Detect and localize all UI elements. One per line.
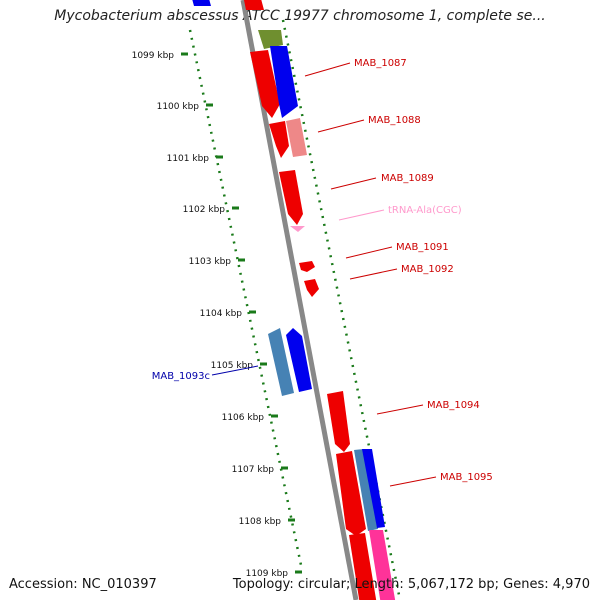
gene-group-1088[interactable] — [269, 118, 307, 158]
gene-red-1095[interactable] — [336, 451, 366, 536]
gene-label[interactable]: MAB_1095 — [440, 472, 493, 483]
gene-red-top[interactable] — [243, 0, 264, 10]
ruler-label: 1102 kbp — [183, 205, 226, 215]
gene-steelblue-1093c[interactable] — [268, 328, 294, 396]
gene-red-1094[interactable] — [327, 391, 350, 452]
ruler-label: 1099 kbp — [132, 51, 175, 61]
gene-red-bottom[interactable] — [349, 533, 377, 600]
accession-info: Accession: NC_010397 — [9, 577, 157, 592]
gene-label[interactable]: MAB_1087 — [354, 58, 407, 69]
ruler-label: 1108 kbp — [239, 517, 282, 527]
ruler-label: 1109 kbp — [246, 569, 289, 579]
rna-trna-ala[interactable] — [290, 226, 305, 232]
gene-label[interactable]: MAB_1088 — [368, 115, 421, 126]
gene-blue-topleft[interactable] — [191, 0, 211, 6]
gene-label[interactable]: MAB_1091 — [396, 242, 449, 253]
gene-label[interactable]: MAB_1089 — [381, 173, 434, 184]
map-title: Mycobacterium abscessus ATCC 19977 chrom… — [54, 8, 546, 24]
gene-magenta-bottom[interactable] — [369, 530, 396, 600]
gene-blue-1095[interactable] — [362, 449, 385, 528]
gene-blue-1087[interactable] — [270, 46, 298, 118]
gene-pink-1088[interactable] — [286, 118, 307, 157]
label-leaders — [211, 62, 437, 487]
ruler-label: 1101 kbp — [167, 154, 210, 164]
gene-red-1088[interactable] — [269, 121, 289, 158]
gene-blue-1093[interactable] — [286, 328, 312, 392]
gene-red-1092[interactable] — [304, 279, 319, 297]
gene-red-1089[interactable] — [279, 170, 303, 225]
gene-red-1091[interactable] — [299, 261, 315, 272]
ruler-label: 1103 kbp — [189, 257, 232, 267]
ruler-label: 1105 kbp — [211, 361, 254, 371]
gene-steelblue-1095[interactable] — [354, 449, 378, 531]
gene-label[interactable]: MAB_1093c — [152, 371, 210, 382]
gene-olive-top[interactable] — [258, 30, 283, 49]
gene-red-1087[interactable] — [250, 50, 280, 118]
gene-label[interactable]: tRNA-Ala(CGC) — [388, 205, 462, 216]
ruler-label: 1104 kbp — [200, 309, 243, 319]
gene-group-top[interactable] — [191, 0, 298, 118]
ruler-label: 1100 kbp — [157, 102, 200, 112]
gene-label[interactable]: MAB_1094 — [427, 400, 480, 411]
gene-group-1095[interactable] — [336, 449, 396, 600]
ruler-label: 1106 kbp — [222, 413, 265, 423]
gene-label[interactable]: MAB_1092 — [401, 264, 454, 275]
gene-group-1093[interactable] — [268, 328, 312, 396]
topology-info: Topology: circular; Length: 5,067,172 bp… — [232, 577, 590, 592]
ruler-label: 1107 kbp — [232, 465, 275, 475]
